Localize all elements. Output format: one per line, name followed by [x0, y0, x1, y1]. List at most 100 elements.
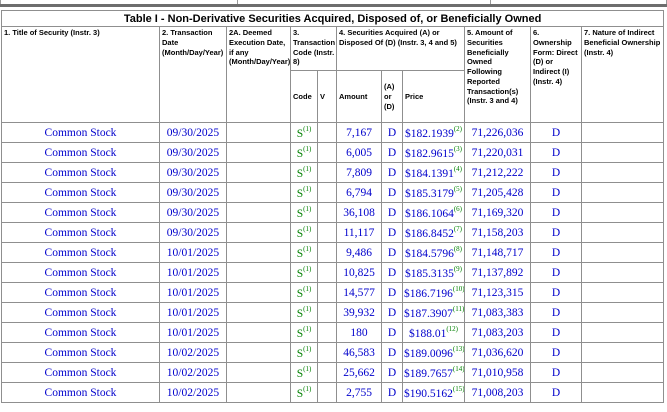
indirect-ownership-cell: [580, 302, 665, 323]
amount-cell: 25,662: [336, 362, 382, 383]
shares-owned-cell: 71,226,036: [464, 122, 531, 143]
transaction-date-cell: 10/01/2025: [159, 242, 227, 263]
price-value: $188.01: [408, 327, 447, 340]
subheader-price: Price: [402, 70, 465, 123]
deemed-execution-date-cell: [226, 242, 291, 263]
voluntary-v-cell: [317, 122, 337, 143]
code-footnote-ref: (1): [303, 184, 312, 193]
table-row: Common Stock 10/02/2025 S(1) 25,662 D $1…: [1, 362, 665, 383]
transaction-code: S: [296, 147, 304, 160]
price-footnote-ref: (8): [453, 244, 463, 253]
transaction-code: S: [296, 327, 304, 340]
code-footnote-ref: (1): [303, 364, 312, 373]
price-footnote-ref: (9): [453, 264, 463, 273]
security-title-cell: Common Stock: [1, 202, 160, 223]
code-footnote-ref: (1): [303, 324, 312, 333]
ownership-form-cell: D: [530, 282, 582, 303]
code-footnote-ref: (1): [303, 204, 312, 213]
transaction-code: S: [296, 287, 304, 300]
transaction-date-cell: 09/30/2025: [159, 142, 227, 163]
shares-owned-cell: 71,205,428: [464, 182, 531, 203]
code-footnote-ref: (1): [303, 344, 312, 353]
subheader-amount: Amount: [336, 70, 382, 123]
amount-cell: 14,577: [336, 282, 382, 303]
table-separator-rule: [0, 4, 667, 7]
price-value: $184.5796: [404, 247, 454, 260]
price-footnote-ref: (15): [452, 384, 465, 393]
ownership-form-cell: D: [530, 302, 582, 323]
amount-cell: 10,825: [336, 262, 382, 283]
header-amount-owned: 5. Amount of Securities Beneficially Own…: [464, 26, 531, 123]
ownership-form-cell: D: [530, 222, 582, 243]
transaction-code-cell: S(1): [290, 342, 318, 363]
security-title-cell: Common Stock: [1, 362, 160, 383]
transaction-date-cell: 09/30/2025: [159, 222, 227, 243]
ownership-form-cell: D: [530, 322, 582, 343]
voluntary-v-cell: [317, 262, 337, 283]
code-footnote-ref: (1): [303, 304, 312, 313]
transaction-code: S: [296, 347, 304, 360]
transaction-code: S: [296, 387, 304, 400]
price-cell: $182.1939(2): [402, 122, 465, 143]
price-footnote-ref: (7): [453, 224, 463, 233]
price-value: $186.1064: [404, 207, 454, 220]
security-title-cell: Common Stock: [1, 302, 160, 323]
non-derivative-table: Table I - Non-Derivative Securities Acqu…: [0, 10, 665, 403]
price-footnote-ref: (14): [452, 364, 465, 373]
table-title-row: Table I - Non-Derivative Securities Acqu…: [0, 10, 665, 27]
price-value: $186.8452: [404, 227, 454, 240]
voluntary-v-cell: [317, 362, 337, 383]
ownership-form-cell: D: [530, 202, 582, 223]
shares-owned-cell: 71,148,717: [464, 242, 531, 263]
deemed-execution-date-cell: [226, 222, 291, 243]
table-row: Common Stock 10/01/2025 S(1) 9,486 D $18…: [1, 242, 665, 263]
acquired-disposed-cell: D: [381, 182, 403, 203]
price-cell: $189.0096(13): [402, 342, 465, 363]
price-cell: $190.5162(15): [402, 382, 465, 403]
price-footnote-ref: (13): [452, 344, 465, 353]
price-value: $182.1939: [404, 127, 454, 140]
acquired-disposed-cell: D: [381, 242, 403, 263]
deemed-execution-date-cell: [226, 162, 291, 183]
acquired-disposed-cell: D: [381, 222, 403, 243]
code-footnote-ref: (1): [303, 284, 312, 293]
deemed-execution-date-cell: [226, 382, 291, 403]
shares-owned-cell: 71,123,315: [464, 282, 531, 303]
transaction-date-cell: 09/30/2025: [159, 122, 227, 143]
amount-cell: 2,755: [336, 382, 382, 403]
ownership-form-cell: D: [530, 122, 582, 143]
price-cell: $186.8452(7): [402, 222, 465, 243]
header-title-of-security: 1. Title of Security (Instr. 3): [1, 26, 160, 123]
acquired-disposed-cell: D: [381, 282, 403, 303]
code-footnote-ref: (1): [303, 164, 312, 173]
shares-owned-cell: 71,036,620: [464, 342, 531, 363]
acquired-disposed-cell: D: [381, 162, 403, 183]
voluntary-v-cell: [317, 162, 337, 183]
transaction-code-cell: S(1): [290, 322, 318, 343]
deemed-execution-date-cell: [226, 282, 291, 303]
transaction-date-cell: 10/01/2025: [159, 302, 227, 323]
deemed-execution-date-cell: [226, 142, 291, 163]
acquired-disposed-cell: D: [381, 142, 403, 163]
security-title-cell: Common Stock: [1, 162, 160, 183]
amount-cell: 6,005: [336, 142, 382, 163]
amount-cell: 180: [336, 322, 382, 343]
table-row: Common Stock 09/30/2025 S(1) 7,167 D $18…: [1, 122, 665, 143]
deemed-execution-date-cell: [226, 322, 291, 343]
indirect-ownership-cell: [580, 382, 665, 403]
voluntary-v-cell: [317, 182, 337, 203]
voluntary-v-cell: [317, 302, 337, 323]
deemed-execution-date-cell: [226, 262, 291, 283]
code-footnote-ref: (1): [303, 144, 312, 153]
deemed-execution-date-cell: [226, 302, 291, 323]
price-footnote-ref: (5): [453, 184, 463, 193]
ownership-form-cell: D: [530, 242, 582, 263]
price-cell: $186.7196(10): [402, 282, 465, 303]
header-ownership-form: 6. Ownership Form: Direct (D) or Indirec…: [530, 26, 582, 123]
price-value: $185.3135: [404, 267, 454, 280]
security-title-cell: Common Stock: [1, 382, 160, 403]
acquired-disposed-cell: D: [381, 322, 403, 343]
security-title-cell: Common Stock: [1, 182, 160, 203]
deemed-execution-date-cell: [226, 362, 291, 383]
